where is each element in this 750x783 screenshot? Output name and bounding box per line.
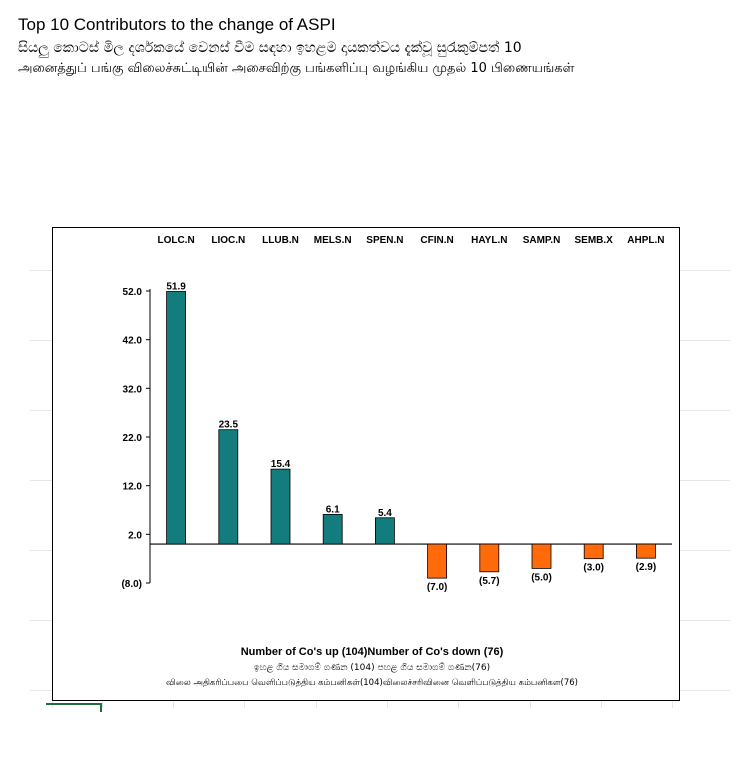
- footer-company-counts-tamil: விலை அதிகரிப்பபை வெளிப்படுத்திய கம்பனிகள…: [166, 678, 578, 688]
- page-header: Top 10 Contributors to the change of ASP…: [18, 14, 738, 78]
- footer-company-counts-sinhala: ඉහළ ගිය සමාගම් ගණන (104) පහළ ගිය සමාගම් …: [254, 662, 490, 673]
- data-label: (5.7): [479, 576, 500, 587]
- cell-selection-marker: [46, 703, 102, 705]
- category-label: SPEN.N: [366, 235, 403, 246]
- category-label: LIOC.N: [211, 235, 245, 246]
- category-label: LLUB.N: [262, 235, 299, 246]
- bar: [374, 517, 395, 545]
- y-tick-label: (8.0): [121, 579, 142, 590]
- bar: [427, 543, 448, 579]
- subtitle-sinhala: සියලු කොටස් මිල දර්ශකයේ වෙනස් වීම සඳහා ඉ…: [18, 40, 522, 56]
- data-label: 51.9: [166, 281, 186, 292]
- data-label: 6.1: [326, 504, 340, 515]
- bar: [583, 543, 604, 560]
- bar: [322, 513, 343, 545]
- category-label: AHPL.N: [627, 235, 664, 246]
- data-label: (2.9): [636, 562, 657, 573]
- y-tick-label: 22.0: [123, 433, 143, 444]
- bar: [479, 543, 500, 573]
- y-tick-label: 12.0: [123, 482, 143, 493]
- category-label: LOLC.N: [157, 235, 194, 246]
- bar: [270, 468, 291, 545]
- y-tick-label: 42.0: [123, 336, 143, 347]
- page-title: Top 10 Contributors to the change of ASP…: [18, 15, 336, 34]
- category-label: MELS.N: [314, 235, 352, 246]
- bar: [218, 429, 239, 545]
- category-label: SEMB.X: [575, 235, 614, 246]
- bar: [166, 291, 186, 545]
- chart-area: [52, 227, 680, 701]
- bar-chart: 52.0 42.0 32.0 22.0 12.0 2.0 (8.0) LOLC.N 51.9 LI…: [121, 235, 672, 688]
- bar: [531, 543, 552, 569]
- y-tick-label: 2.0: [128, 530, 142, 541]
- category-label: CFIN.N: [420, 235, 453, 246]
- category-label: SAMP.N: [523, 235, 561, 246]
- y-tick-label: 32.0: [123, 384, 143, 395]
- data-label: 5.4: [378, 508, 392, 519]
- bar: [636, 543, 656, 559]
- data-label: (5.0): [531, 572, 552, 583]
- data-label: 15.4: [271, 459, 291, 470]
- category-label: HAYL.N: [471, 235, 507, 246]
- data-label: (7.0): [427, 582, 448, 593]
- data-label: (3.0): [583, 563, 604, 574]
- cell-selection-marker-tick: [100, 703, 102, 712]
- subtitle-tamil: அனைத்துப் பங்கு விலைச்சுட்டியின் அசைவிற்…: [18, 61, 575, 76]
- footer-company-counts: Number of Co's up (104)Number of Co's do…: [241, 646, 504, 658]
- y-tick-label: 52.0: [123, 287, 143, 298]
- data-label: 23.5: [219, 420, 239, 431]
